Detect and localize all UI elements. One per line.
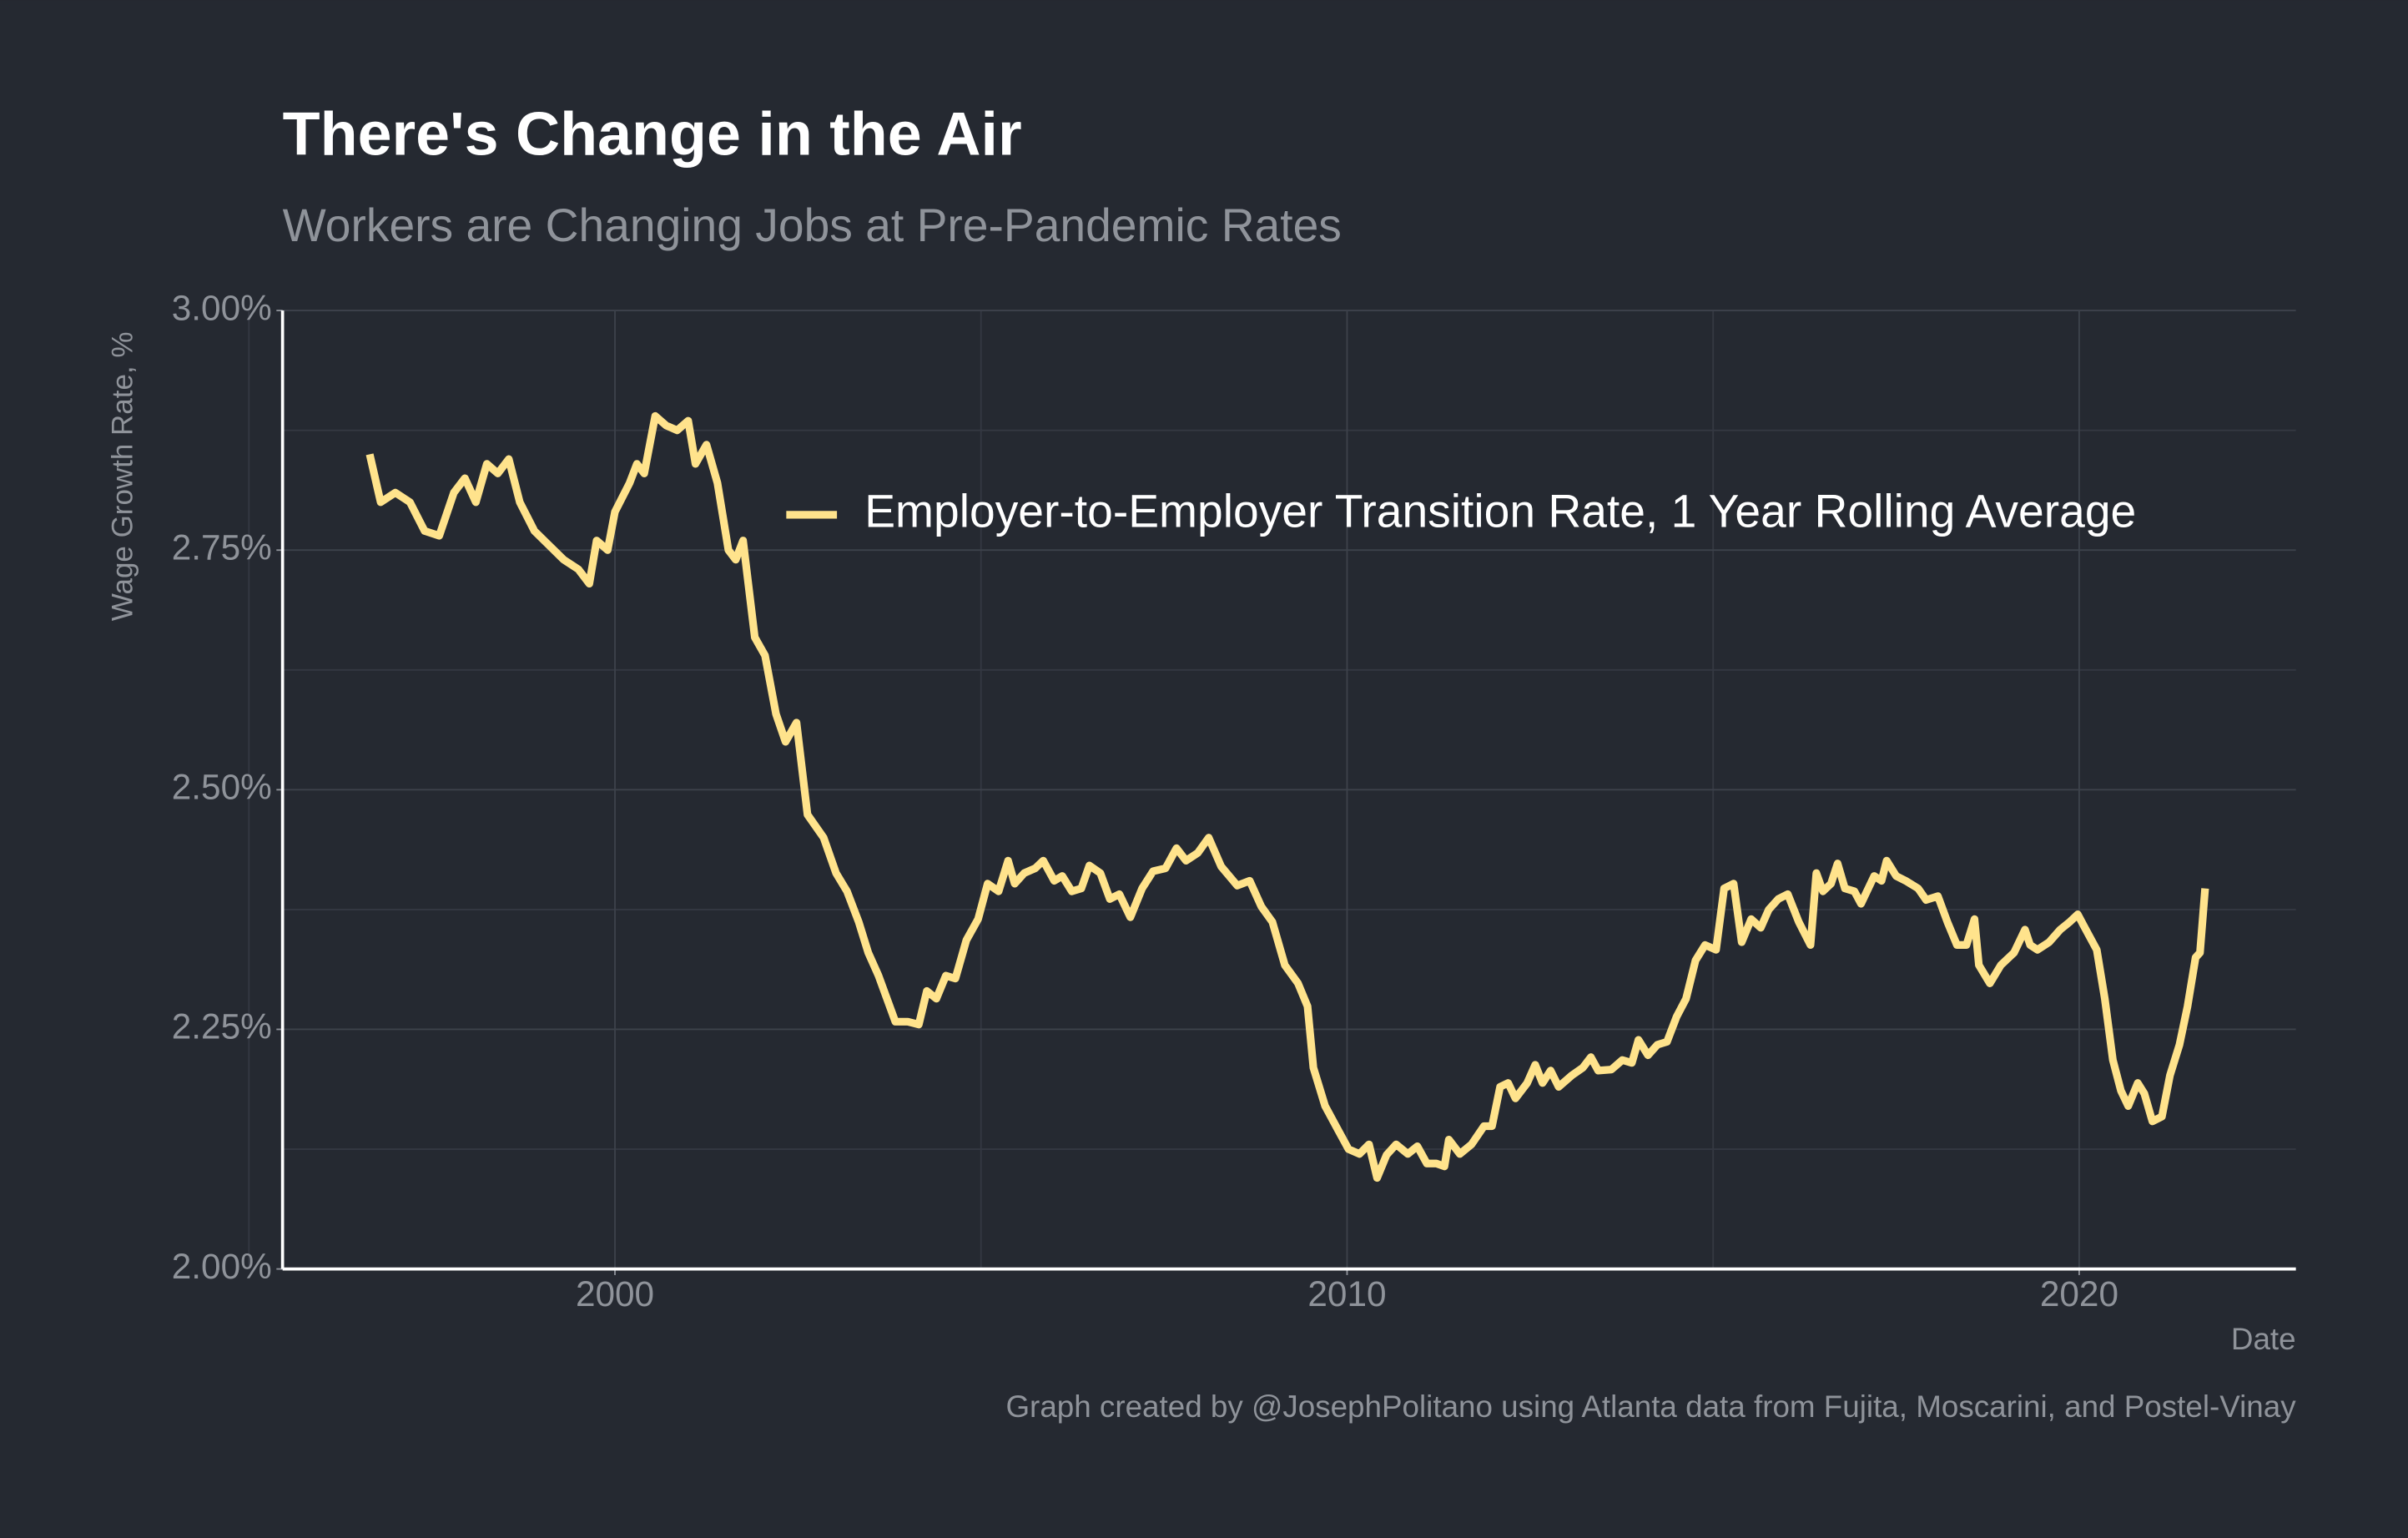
caption: Graph created by @JosephPolitano using A…: [1005, 1389, 2296, 1424]
y-tick-label: 2.50%: [172, 768, 272, 807]
x-tick-label: 2000: [576, 1274, 654, 1314]
y-tick-label: 2.25%: [172, 1007, 272, 1046]
legend-label: Employer-to-Employer Transition Rate, 1 …: [864, 485, 2136, 537]
chart-subtitle: Workers are Changing Jobs at Pre-Pandemi…: [283, 199, 1342, 251]
y-tick-label: 2.75%: [172, 527, 272, 567]
x-tick-label: 2010: [1307, 1274, 1386, 1314]
chart-title: There's Change in the Air: [283, 98, 1022, 168]
y-tick-label: 2.00%: [172, 1247, 272, 1286]
y-tick-label: 3.00%: [172, 288, 272, 327]
y-axis-title: Wage Growth Rate, %: [106, 332, 139, 622]
x-axis-title: Date: [2231, 1322, 2296, 1356]
line: [365, 411, 2209, 1182]
x-tick-label: 2020: [2040, 1274, 2118, 1314]
